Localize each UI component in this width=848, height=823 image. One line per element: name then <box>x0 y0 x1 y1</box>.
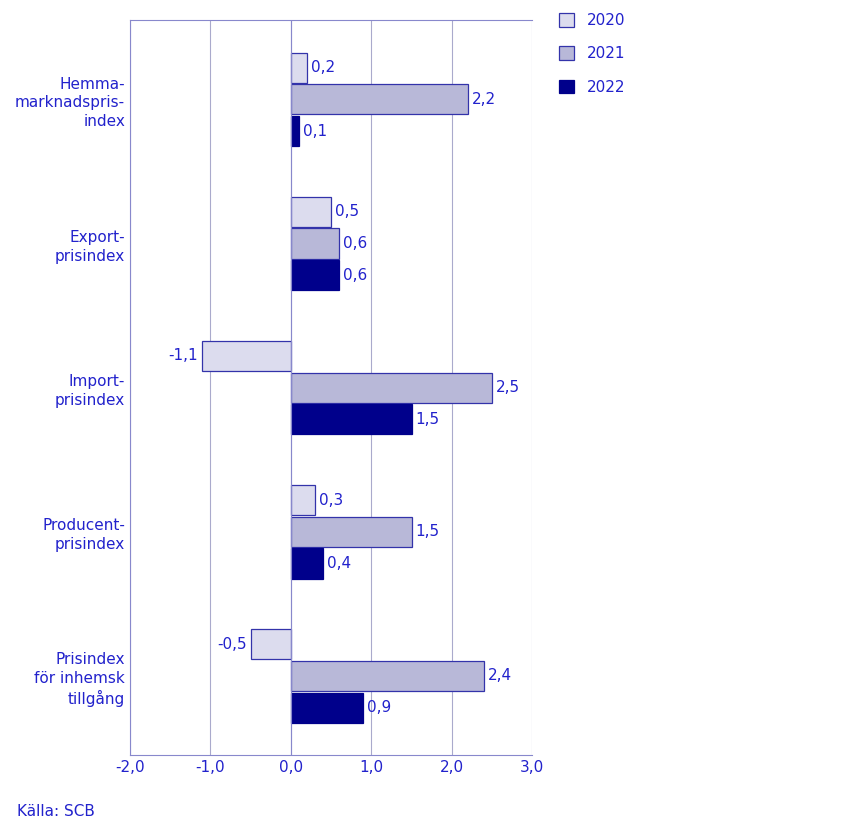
Text: 0,1: 0,1 <box>303 123 327 138</box>
Text: Källa: SCB: Källa: SCB <box>17 804 95 819</box>
Bar <box>291 404 411 435</box>
Bar <box>251 629 291 659</box>
Text: 2,2: 2,2 <box>471 92 496 107</box>
Bar <box>291 260 339 291</box>
Legend: 2020, 2021, 2022: 2020, 2021, 2022 <box>559 13 625 95</box>
Bar <box>291 53 307 82</box>
Bar <box>291 373 492 402</box>
Text: 0,6: 0,6 <box>343 236 367 251</box>
Bar <box>291 116 298 146</box>
Bar <box>291 485 315 515</box>
Text: -0,5: -0,5 <box>217 637 247 652</box>
Bar <box>291 693 363 723</box>
Text: 0,9: 0,9 <box>367 700 392 715</box>
Bar <box>291 229 339 258</box>
Text: 2,4: 2,4 <box>488 668 512 683</box>
Bar <box>291 661 484 691</box>
Text: 0,4: 0,4 <box>327 556 351 571</box>
Text: 1,5: 1,5 <box>416 412 439 427</box>
Text: -1,1: -1,1 <box>169 348 198 364</box>
Bar <box>291 84 468 114</box>
Text: 0,2: 0,2 <box>311 60 335 75</box>
Text: 1,5: 1,5 <box>416 524 439 539</box>
Bar <box>291 197 331 227</box>
Text: 0,3: 0,3 <box>319 493 343 508</box>
Bar <box>291 517 411 546</box>
Text: 2,5: 2,5 <box>496 380 520 395</box>
Bar <box>203 341 291 371</box>
Text: 0,5: 0,5 <box>335 204 360 219</box>
Bar <box>291 548 323 579</box>
Text: 0,6: 0,6 <box>343 267 367 282</box>
